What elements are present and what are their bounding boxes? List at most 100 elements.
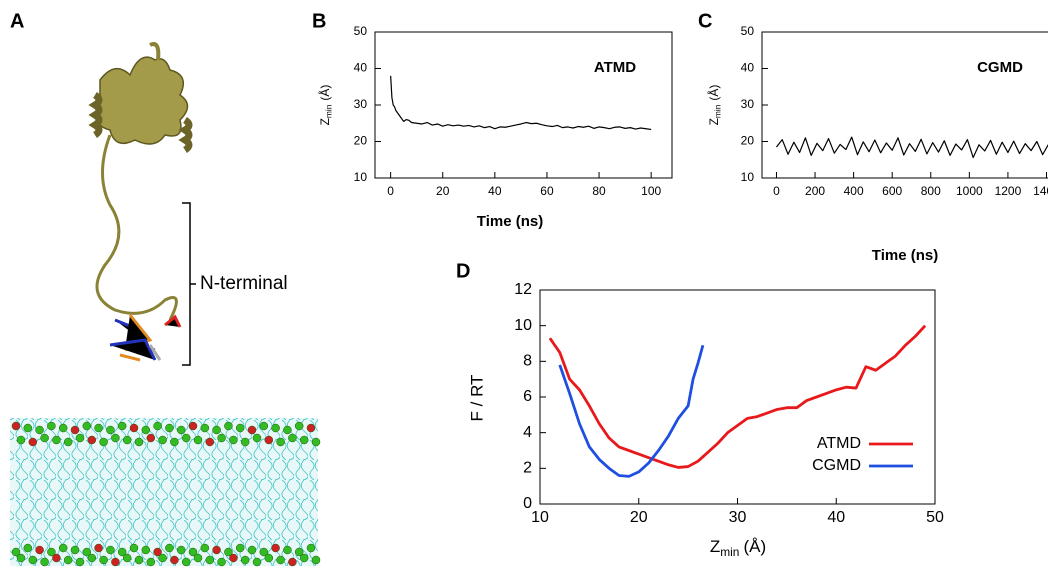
head-group: [129, 543, 139, 553]
annotation: CGMD: [977, 59, 1023, 76]
head-group: [99, 555, 108, 565]
axis-label-part: Z: [710, 537, 720, 556]
axis-label-part: Z: [707, 118, 721, 125]
head-group: [99, 437, 108, 447]
head-group: [28, 555, 38, 565]
x-tick-label: 10: [531, 509, 549, 526]
head-group: [288, 433, 297, 443]
head-group: [271, 543, 280, 553]
head-group: [247, 545, 257, 555]
head-group: [181, 433, 191, 443]
y-tick-label: 20: [741, 134, 755, 148]
axis-label-part: Z: [318, 118, 332, 125]
y-tick-label: 40: [354, 61, 368, 75]
head-group: [217, 557, 226, 567]
y-tick-label: 20: [354, 134, 368, 148]
y-tick-label: 6: [523, 388, 532, 405]
y-tick-label: 10: [514, 317, 532, 334]
axis-label: Zmin (Å): [706, 85, 723, 126]
head-group: [28, 437, 38, 447]
annotation: N-terminal: [200, 273, 288, 294]
y-tick-label: 0: [523, 495, 532, 512]
head-group: [70, 425, 80, 435]
x-tick-label: 1400: [1033, 184, 1048, 198]
head-group: [158, 435, 167, 445]
head-group: [35, 425, 44, 435]
head-group: [106, 425, 115, 435]
head-group: [117, 421, 127, 431]
x-tick-label: 40: [488, 184, 502, 198]
x-tick-label: 600: [882, 184, 902, 198]
x-tick-label: 100: [641, 184, 661, 198]
head-group: [75, 433, 85, 443]
head-group: [122, 553, 132, 563]
x-tick-label: 20: [630, 509, 648, 526]
plot-frame: [374, 31, 673, 179]
y-tick-label: 4: [523, 424, 532, 441]
head-group: [111, 433, 120, 443]
head-group: [52, 553, 61, 563]
axis-label-part: (Å): [743, 537, 766, 556]
x-tick-label: 40: [827, 509, 845, 526]
axis-label-part: (Å): [706, 85, 721, 101]
data-line: [558, 344, 705, 478]
y-tick-label: 10: [354, 170, 368, 184]
head-group: [252, 433, 262, 443]
head-group: [170, 437, 179, 447]
head-group: [294, 421, 304, 431]
head-group: [193, 435, 203, 445]
head-group: [205, 437, 215, 447]
head-group: [58, 423, 68, 433]
x-tick-label: 20: [436, 184, 450, 198]
y-tick-label: 30: [354, 97, 368, 111]
x-tick-label: 30: [729, 509, 747, 526]
head-group: [212, 425, 221, 435]
x-tick-label: 400: [844, 184, 864, 198]
head-group: [16, 553, 26, 563]
head-group: [153, 421, 162, 431]
data-line: [775, 136, 1048, 159]
y-tick-label: 40: [741, 61, 755, 75]
head-group: [146, 557, 156, 567]
y-tick-label: 50: [741, 24, 755, 38]
plot-frame: [539, 289, 936, 505]
head-group: [158, 553, 167, 563]
head-group: [11, 421, 21, 431]
head-group: [283, 545, 292, 555]
membrane-illustration: [10, 418, 321, 567]
head-group: [23, 423, 33, 433]
head-group: [235, 423, 245, 433]
axis-label: Zmin (Å): [710, 537, 766, 559]
x-tick-label: 60: [540, 184, 554, 198]
head-group: [224, 421, 233, 431]
head-group: [176, 545, 186, 555]
data-line: [390, 75, 652, 131]
head-group: [276, 437, 285, 447]
head-group: [134, 437, 144, 447]
head-group: [200, 423, 210, 433]
x-tick-label: 1000: [956, 184, 983, 198]
head-group: [200, 543, 210, 553]
data-line: [548, 324, 927, 469]
x-tick-label: 0: [387, 184, 394, 198]
head-group: [117, 547, 127, 557]
head-group: [153, 547, 162, 557]
head-group: [122, 435, 132, 445]
x-tick-label: 200: [805, 184, 825, 198]
legend-label: ATMD: [817, 435, 861, 452]
head-group: [217, 433, 226, 443]
head-group: [188, 421, 198, 431]
axis-label-part: min: [713, 104, 723, 118]
head-group: [311, 437, 321, 447]
axis-label-part: (Å): [317, 85, 332, 101]
x-tick-label: 0: [773, 184, 780, 198]
head-group: [47, 421, 56, 431]
head-group: [16, 435, 26, 445]
y-tick-label: 12: [514, 281, 532, 298]
head-group: [311, 555, 321, 565]
axis-label: Zmin (Å): [317, 85, 334, 126]
head-group: [252, 557, 262, 567]
axis-label: Time (ns): [872, 247, 938, 264]
head-group: [205, 555, 215, 565]
